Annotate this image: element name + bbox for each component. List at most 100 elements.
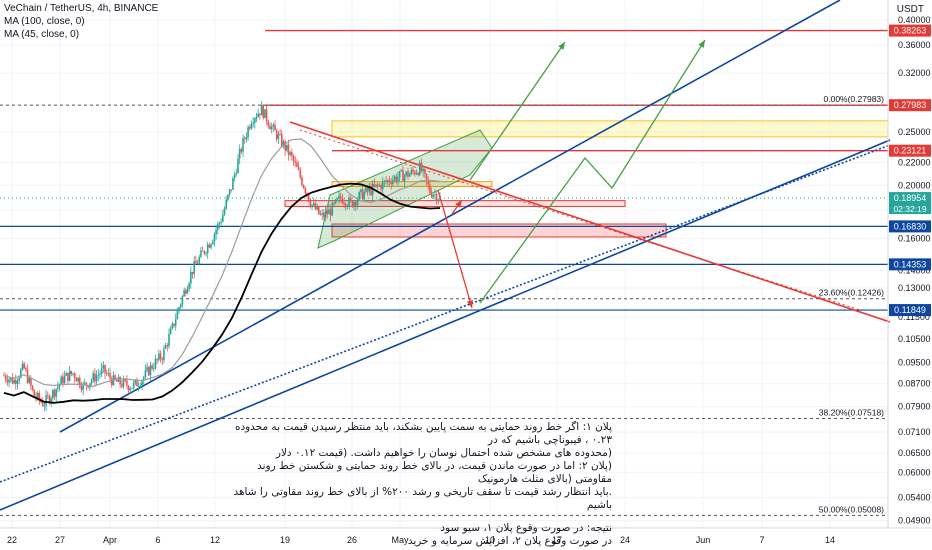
candle-body (21, 363, 24, 370)
candle-body (146, 367, 148, 371)
candle-body (370, 187, 372, 195)
candle-body (23, 363, 26, 369)
candle-body (393, 176, 396, 180)
candle-body (405, 171, 408, 176)
price-tick-label: 0.10500 (898, 334, 931, 344)
candle-body (272, 124, 275, 127)
price-label-tag (889, 24, 931, 37)
dotted-trendline (0, 144, 891, 483)
candle-body (41, 401, 44, 407)
candle-body (75, 378, 78, 382)
candle-body (171, 323, 174, 329)
candle-body (50, 398, 52, 403)
candle-body (408, 173, 411, 177)
candle-body (430, 192, 433, 198)
time-tick-label: 10 (485, 535, 495, 545)
candle-body (25, 368, 27, 370)
time-tick-label: 17 (552, 535, 562, 545)
candle-body (302, 185, 305, 189)
candle-body (316, 206, 318, 210)
ma45-legend[interactable]: MA (45, close, 0) (4, 29, 80, 40)
fib-level-label: 50.00%(0.05008) (819, 504, 884, 514)
red-zone (331, 223, 667, 238)
dotted-resistance (299, 129, 861, 311)
note-line: در صورت وقوع پلان ۲، افزایش سرمایه و خری… (407, 535, 612, 547)
candle-body (349, 197, 352, 201)
candle-body (380, 184, 382, 190)
candle-body (344, 203, 347, 207)
price-tick-label: 0.05400 (898, 492, 931, 502)
candle-body (210, 244, 212, 248)
candle-body (30, 377, 32, 386)
plan2-arrow-head (558, 42, 565, 50)
chart-legend: VeChain / TetherUS, 4h, BINANCE MA (100,… (4, 2, 158, 41)
price-tick-label: 0.04900 (898, 516, 931, 526)
candle-body (360, 189, 362, 192)
candle-body (14, 380, 17, 384)
fib-level-label: 0.00%(0.27983) (824, 94, 885, 104)
candle-body (403, 175, 406, 182)
time-tick-label: Apr (103, 535, 117, 545)
candle-body (336, 198, 339, 200)
drop-arrow (437, 189, 473, 309)
candle-body (402, 170, 404, 182)
resistance-trendline (289, 121, 891, 323)
candle-body (114, 375, 116, 380)
currency-unit[interactable]: USDT (896, 4, 924, 15)
ma100-legend[interactable]: MA (100, close, 0) (4, 16, 85, 27)
candle-body (36, 393, 39, 398)
candle-body (326, 211, 329, 215)
price-label-text: 0.18954 (894, 193, 927, 203)
candle-body (282, 141, 285, 147)
candle-body (339, 195, 342, 199)
price-label-text: 0.27983 (894, 100, 927, 110)
price-tick-label: 0.06500 (898, 448, 931, 458)
candle-body (9, 377, 12, 380)
candle-body (351, 200, 354, 207)
candle-body (259, 113, 261, 116)
candle-body (6, 379, 9, 383)
candle-body (31, 385, 34, 390)
candle-body (124, 379, 127, 381)
candle-body (353, 202, 355, 207)
candle-body (90, 380, 93, 384)
candle-body (220, 221, 222, 223)
price-label-text: 0.23121 (894, 146, 927, 156)
plan2-arrow (469, 41, 566, 181)
price-axis[interactable]: 0.400000.360000.320000.280000.250000.220… (887, 0, 931, 528)
price-tick-label: 0.06000 (898, 467, 931, 477)
candle-body (280, 134, 283, 147)
analysis-note: پلان ۱: اگر خط روند حمایتی به سمت پایین … (222, 421, 613, 548)
candle-body (218, 222, 221, 224)
candle-body (427, 180, 430, 185)
candle-body (119, 377, 121, 385)
candle-body (245, 137, 248, 140)
candle-body (329, 209, 332, 216)
candle-body (38, 393, 41, 400)
candle-body (307, 195, 310, 202)
candle-body (72, 373, 74, 375)
candle-body (321, 212, 323, 215)
candle-body (137, 386, 140, 387)
candle-body (73, 373, 76, 379)
candle-body (203, 250, 206, 254)
candle-body (191, 271, 194, 274)
candle-body (378, 184, 381, 186)
time-axis[interactable]: 22 27 Apr 6 12 19 26 May 10 17 24 Jun 7 14 (0, 527, 932, 545)
candle-body (385, 180, 387, 182)
candle-body (397, 177, 399, 182)
candle-body (410, 169, 413, 174)
candle-body (132, 382, 135, 389)
candle-body (139, 385, 142, 387)
candle-body (418, 162, 421, 175)
candle-body (413, 171, 416, 175)
candle-body (292, 155, 295, 162)
symbol-title[interactable]: VeChain / TetherUS, 4h, BINANCE (4, 3, 159, 14)
candle-body (173, 323, 175, 326)
candle-body (363, 192, 366, 200)
candle-body (260, 105, 263, 116)
candle-body (275, 130, 278, 140)
candle-body (205, 253, 207, 254)
